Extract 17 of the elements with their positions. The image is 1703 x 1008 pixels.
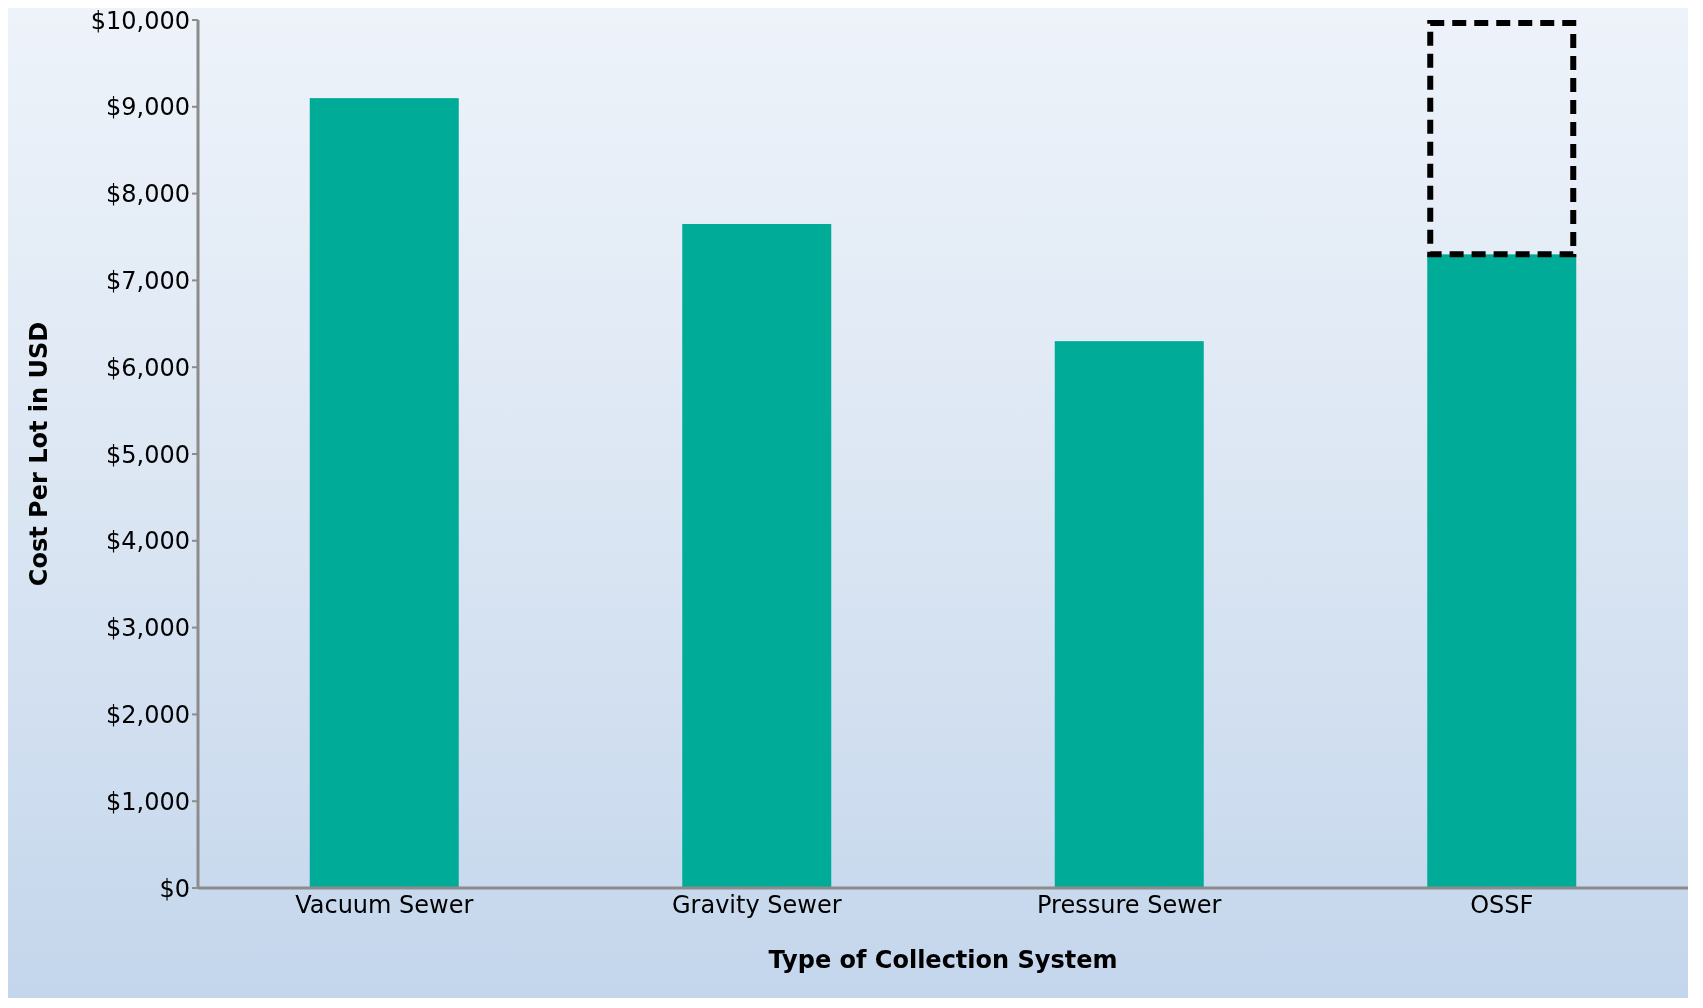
y-tick-label: $3,000 — [106, 614, 190, 643]
x-tick-label: Vacuum Sewer — [295, 891, 474, 920]
x-tick-label: Gravity Sewer — [671, 891, 842, 920]
y-tick-label: $7,000 — [106, 266, 190, 295]
y-tick-label: $6,000 — [106, 353, 190, 382]
y-tick-label: $8,000 — [106, 180, 190, 209]
y-tick-label: $2,000 — [106, 700, 190, 729]
x-axis-title: Type of Collection System — [768, 946, 1118, 974]
y-tick-label: $9,000 — [106, 93, 190, 122]
y-axis-title: Cost Per Lot in USD — [24, 321, 53, 587]
y-tick-label: $4,000 — [106, 527, 190, 556]
y-tick-label: $1,000 — [106, 787, 190, 816]
y-tick-label: $0 — [159, 874, 190, 903]
y-tick-label: $10,000 — [90, 6, 190, 35]
x-tick-label: OSSF — [1470, 891, 1534, 920]
x-tick-label: Pressure Sewer — [1037, 891, 1222, 920]
y-tick-label: $5,000 — [106, 440, 190, 469]
